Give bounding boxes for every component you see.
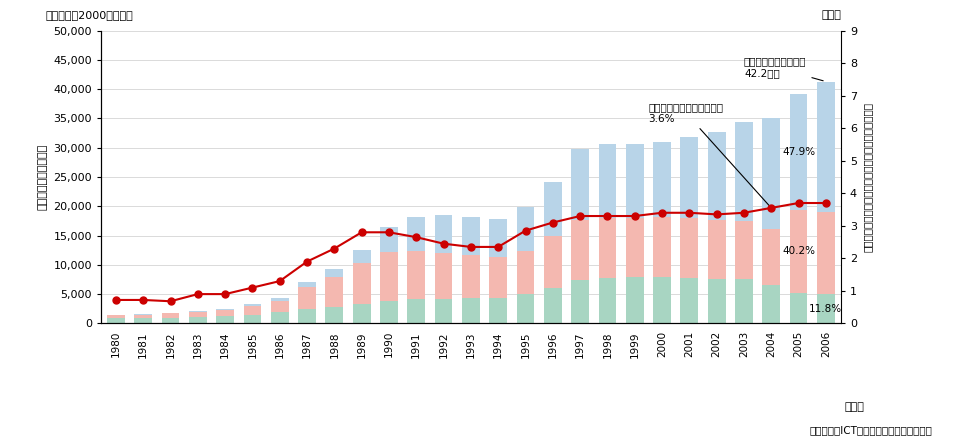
Text: 47.9%: 47.9%	[782, 147, 815, 157]
Bar	[653, 277, 671, 323]
Bar	[298, 282, 316, 287]
Bar	[161, 312, 180, 313]
Bar	[489, 257, 507, 298]
Bar	[353, 263, 371, 304]
Bar	[353, 250, 371, 263]
Bar	[243, 306, 261, 315]
Bar	[434, 253, 453, 299]
Bar	[216, 316, 234, 323]
Text: （％）: （％）	[821, 10, 841, 21]
Bar	[544, 236, 561, 288]
Bar	[243, 315, 261, 323]
Bar	[790, 94, 807, 210]
Y-axis label: 民間資本ストックに占める情報通信資本ストック比率: 民間資本ストックに占める情報通信資本ストック比率	[863, 102, 873, 252]
Text: 情報通信資本ストック比率
3.6%: 情報通信資本ストック比率 3.6%	[649, 102, 770, 206]
Bar	[107, 315, 125, 316]
Bar	[517, 251, 534, 294]
Bar	[135, 314, 152, 315]
Bar	[462, 217, 480, 256]
Bar	[544, 288, 561, 323]
Bar	[707, 279, 726, 323]
Bar	[407, 251, 425, 299]
Text: 40.2%: 40.2%	[782, 246, 815, 257]
Bar	[407, 299, 425, 323]
Bar	[326, 277, 343, 307]
Bar	[161, 313, 180, 318]
Bar	[762, 285, 780, 323]
Bar	[271, 312, 288, 323]
Bar	[271, 298, 288, 301]
Bar	[707, 132, 726, 220]
Bar	[517, 294, 534, 323]
Bar	[626, 218, 644, 277]
Bar	[434, 215, 453, 253]
Bar	[790, 293, 807, 323]
Bar	[599, 144, 616, 218]
Bar	[243, 304, 261, 306]
Bar	[817, 82, 835, 212]
Text: 情報通信資本ストック
42.2兆円: 情報通信資本ストック 42.2兆円	[744, 57, 824, 81]
Y-axis label: 情報通信資本ストック: 情報通信資本ストック	[37, 144, 48, 210]
Bar	[571, 280, 589, 323]
Bar	[817, 212, 835, 294]
Bar	[189, 317, 207, 323]
Bar	[326, 269, 343, 277]
Bar	[489, 219, 507, 257]
Bar	[381, 252, 398, 301]
Bar	[544, 182, 561, 236]
Bar	[735, 221, 752, 280]
Bar	[107, 316, 125, 318]
Bar	[762, 118, 780, 229]
Bar	[326, 307, 343, 323]
Bar	[489, 298, 507, 323]
Bar	[517, 208, 534, 251]
Text: （出典）「ICTの経済分析に関する調査」: （出典）「ICTの経済分析に関する調査」	[809, 425, 932, 435]
Bar	[189, 312, 207, 317]
Bar	[599, 218, 616, 277]
Text: 11.8%: 11.8%	[809, 304, 843, 314]
Bar	[680, 218, 699, 277]
Bar	[626, 144, 644, 218]
Bar	[381, 301, 398, 323]
Text: （年）: （年）	[845, 402, 865, 413]
Text: （十億円、2000年価格）: （十億円、2000年価格）	[45, 10, 134, 21]
Bar	[353, 304, 371, 323]
Bar	[135, 318, 152, 323]
Bar	[271, 301, 288, 312]
Bar	[462, 298, 480, 323]
Bar	[189, 311, 207, 312]
Bar	[680, 277, 699, 323]
Bar	[381, 227, 398, 252]
Bar	[626, 277, 644, 323]
Bar	[216, 309, 234, 311]
Bar	[298, 287, 316, 309]
Bar	[653, 142, 671, 217]
Bar	[298, 309, 316, 323]
Bar	[599, 277, 616, 323]
Bar	[790, 210, 807, 293]
Bar	[707, 220, 726, 279]
Bar	[107, 318, 125, 323]
Bar	[135, 315, 152, 318]
Bar	[571, 220, 589, 280]
Bar	[735, 122, 752, 221]
Bar	[680, 137, 699, 218]
Bar	[407, 217, 425, 251]
Bar	[462, 256, 480, 298]
Bar	[817, 294, 835, 323]
Bar	[653, 217, 671, 277]
Bar	[434, 299, 453, 323]
Bar	[161, 318, 180, 323]
Bar	[762, 229, 780, 285]
Bar	[216, 311, 234, 316]
Bar	[571, 149, 589, 220]
Bar	[735, 280, 752, 323]
